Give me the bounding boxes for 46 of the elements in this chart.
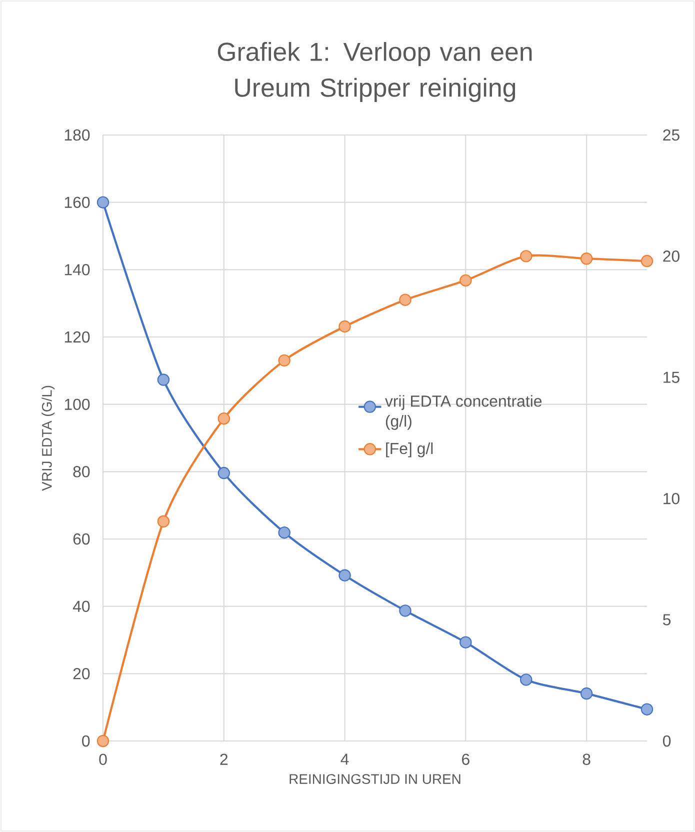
y2-tick-label: 15 — [664, 372, 680, 383]
point — [218, 466, 230, 480]
point — [460, 636, 472, 648]
point — [96, 196, 110, 208]
y-tick-label: 120 — [64, 331, 90, 343]
point — [640, 254, 654, 268]
x-axis-title: REINIGINGSTIJD IN UREN — [290, 774, 460, 784]
point — [278, 526, 290, 539]
point — [157, 374, 170, 386]
point — [399, 604, 412, 617]
y-tick-label: 60 — [73, 533, 90, 545]
point — [96, 734, 110, 748]
legend-label: [Fe] g/l — [386, 442, 433, 458]
legend-label: vrij EDTA concentratie (g/l) — [385, 395, 542, 430]
y-tick-label: 0 — [82, 735, 90, 747]
y-tick-label: 160 — [64, 196, 90, 208]
y-tick-label: 40 — [72, 600, 90, 612]
point — [218, 412, 230, 425]
y2-tick-label: 25 — [663, 129, 680, 141]
x-tick-label: 6 — [462, 754, 470, 765]
y-tick-label: 20 — [73, 668, 90, 680]
x-tick-label: 8 — [582, 754, 590, 765]
point — [338, 569, 351, 582]
chart-title: Grafiek 1: Verloop van een Ureum Stripper reiniging — [218, 42, 532, 102]
x-tick-label: 2 — [220, 754, 228, 765]
y2-tick-label: 5 — [663, 614, 671, 626]
point — [278, 354, 290, 367]
y-axis-title: VRIJ EDTA (G/L) — [42, 386, 55, 491]
y-tick-label: 100 — [64, 398, 90, 410]
point — [520, 250, 532, 262]
x-tick-label: 0 — [99, 754, 107, 765]
y2-tick-label: 20 — [663, 250, 680, 262]
y2-tick-label: 0 — [662, 735, 671, 747]
point — [460, 274, 472, 287]
point — [399, 294, 412, 306]
point — [157, 515, 170, 528]
y-tick-label: 140 — [64, 264, 90, 276]
y2-tick-label: 10 — [664, 492, 680, 504]
point — [338, 320, 351, 333]
y-tick-label: 180 — [64, 129, 90, 141]
point — [640, 703, 654, 716]
point — [520, 674, 532, 686]
point — [580, 252, 593, 265]
x-tick-label: 4 — [340, 754, 349, 765]
point — [580, 687, 593, 700]
y-tick-label: 80 — [73, 466, 90, 478]
